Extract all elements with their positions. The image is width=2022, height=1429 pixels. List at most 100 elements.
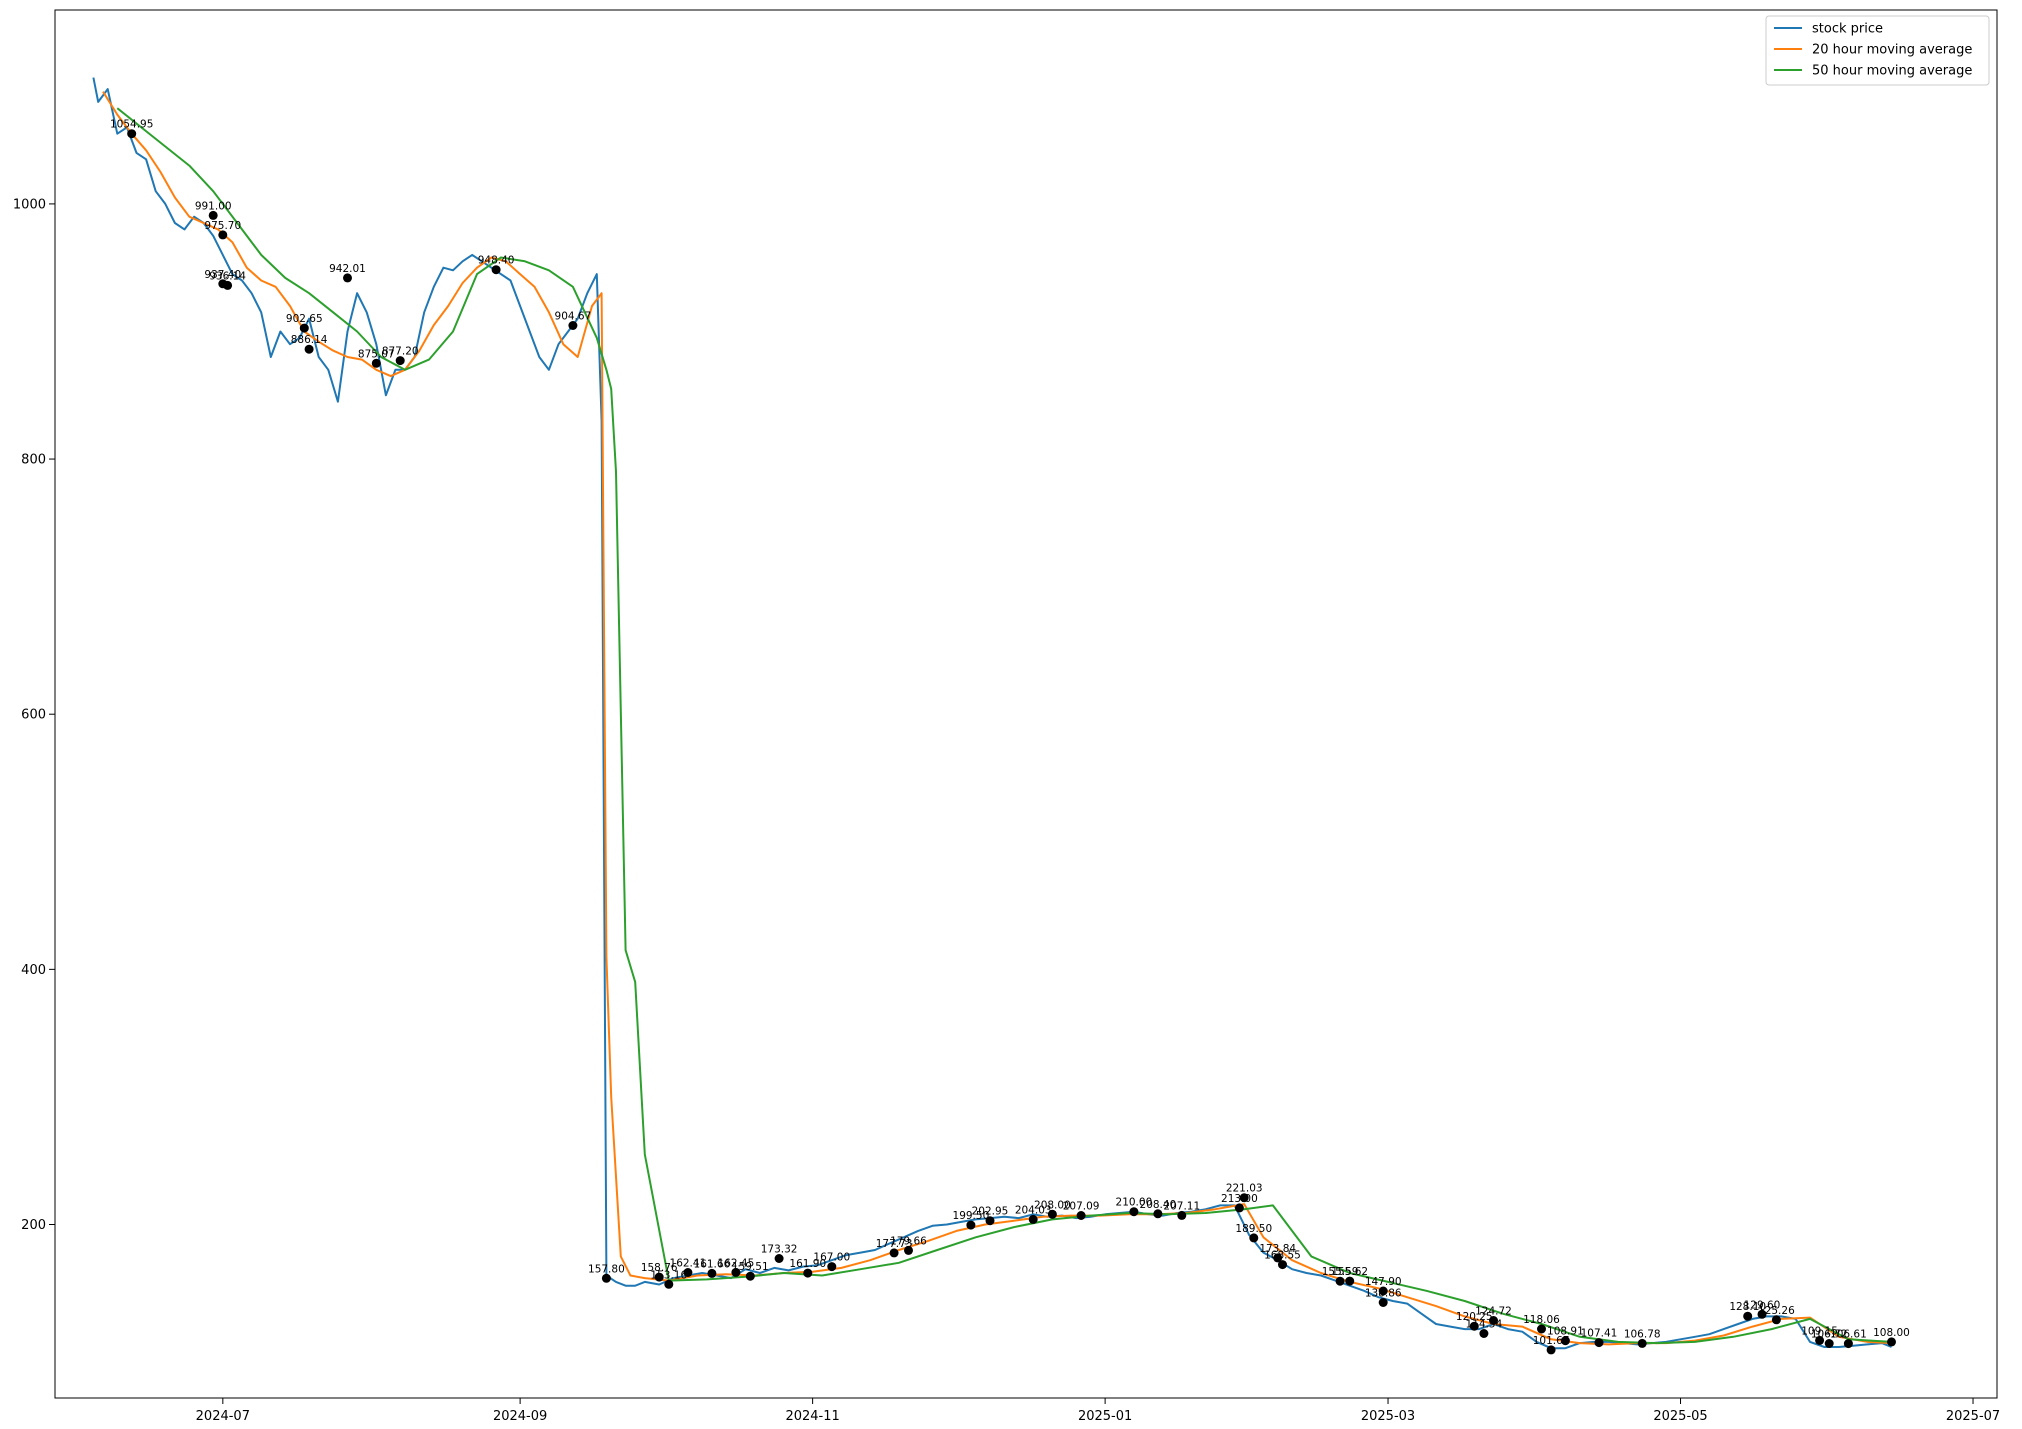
annotation-marker [654,1272,664,1282]
annotation-marker [1234,1203,1244,1213]
annotation-label: 106.72 [1811,1329,1848,1341]
annotation-marker [218,230,228,240]
y-tick-label: 400 [21,963,46,978]
annotation-marker [966,1220,976,1230]
annotation-marker [745,1271,755,1281]
annotation-label: 106.78 [1624,1328,1661,1340]
annotation-label: 173.32 [761,1244,798,1256]
annotation-label: 168.55 [1264,1250,1301,1262]
annotation-marker [683,1268,693,1277]
annotation-marker [1335,1276,1345,1286]
annotation-marker [304,344,314,354]
annotation-label: 937.40 [204,269,241,281]
annotation-label: 210.00 [1116,1197,1153,1209]
annotation-label: 162.41 [670,1258,707,1270]
annotation-marker [1278,1260,1287,1270]
annotation-label: 991.00 [195,200,232,212]
annotation-label: 173.84 [1259,1243,1296,1255]
annotation-label: 875.07 [358,348,395,360]
annotation-marker [1345,1276,1355,1286]
annotation-label: 128.10 [1729,1301,1766,1313]
annotation-marker [707,1268,717,1278]
annotation-label: 902.65 [286,313,323,325]
annotation-label: 221.03 [1226,1183,1263,1195]
x-axis: 2024-07 2024-09 2024-11 2025-01 2025-03 2025-… [196,1398,2000,1424]
annotation-label: 179.66 [890,1235,927,1247]
annotation-marker [343,273,352,283]
annotation-label: 1054.95 [110,119,153,131]
annotation-marker [1479,1329,1489,1338]
annotation-label: 204.03 [1015,1204,1052,1216]
annotation-marker [889,1248,899,1258]
annotation-marker [803,1268,813,1278]
annotation-marker [223,280,233,290]
annotation-label: 153.16 [650,1269,687,1281]
annotation-label: 207.11 [1163,1200,1200,1212]
annotation-marker [985,1216,995,1226]
annotation-label: 161.66 [694,1258,731,1270]
legend: stock price 20 hour moving average 50 hour… [1765,15,1990,86]
y-tick-label: 600 [21,708,46,723]
annotation-label: 109.15 [1801,1325,1838,1337]
x-tick-label: 2025-05 [1653,1409,1707,1424]
y-tick-label: 1000 [13,197,46,212]
annotation-label: 975.70 [204,220,241,232]
annotation-marker [1469,1321,1479,1331]
annotation-label: 177.73 [876,1238,913,1250]
annotation-label: 158.76 [641,1262,678,1274]
annotation-marker [1273,1253,1283,1263]
annotation-label: 207.09 [1063,1201,1100,1213]
annotation-marker [491,265,501,275]
annotation-marker [1537,1324,1546,1334]
annotation-label: 157.80 [588,1263,625,1275]
annotation-marker [1028,1214,1038,1224]
annotation-marker [1489,1316,1498,1325]
annotation-marker [1824,1339,1834,1348]
x-tick-label: 2025-07 [1946,1409,2000,1424]
series-line-3 [116,107,1892,1345]
annotation-label: 114.54 [1466,1319,1503,1331]
annotation-marker [1887,1337,1896,1347]
annotation-label: 167.00 [813,1252,850,1264]
annotation-marker [395,356,405,366]
annotation-label: 118.06 [1523,1314,1560,1326]
annotation-marker [1815,1335,1825,1345]
annotation-marker [1546,1345,1556,1355]
annotation-marker [1757,1309,1767,1319]
legend-label: 50 hour moving average [1812,64,1972,79]
annotation-marker [1129,1207,1139,1217]
annotation-marker [601,1273,611,1283]
y-axis: 200 400 600 800 1000 [13,197,55,1233]
annotation-label: 101.67 [1533,1335,1570,1347]
x-tick-label: 2024-11 [785,1409,839,1424]
annotation-marker [371,358,381,368]
annotation-label: 138.86 [1365,1288,1402,1300]
annotation-label: 202.95 [972,1206,1009,1218]
annotation-label: 877.20 [382,346,419,358]
annotation-label: 162.45 [718,1257,755,1269]
annotation-marker [1771,1315,1781,1325]
annotation-marker [827,1262,837,1272]
x-tick-label: 2025-03 [1361,1409,1415,1424]
annotation-marker [1378,1286,1388,1296]
annotation-markers [127,129,1896,1355]
x-tick-label: 2024-09 [493,1409,547,1424]
annotation-marker [1177,1210,1187,1220]
annotation-label: 125.26 [1758,1305,1795,1317]
annotation-label: 942.01 [329,263,366,275]
annotation-marker [1560,1336,1570,1346]
annotation-marker [1047,1209,1057,1219]
legend-label: stock price [1812,22,1883,37]
annotation-label: 208.40 [1140,1199,1177,1211]
annotation-marker [568,321,578,330]
annotation-label: 189.50 [1235,1223,1272,1235]
annotation-label: 108.00 [1873,1327,1910,1339]
annotation-label: 155.59 [1322,1266,1359,1278]
annotation-marker [774,1254,784,1263]
annotation-label: 208.00 [1034,1199,1071,1211]
legend-box [1765,15,1990,86]
annotation-marker [1843,1339,1853,1349]
y-tick-label: 800 [21,453,46,468]
